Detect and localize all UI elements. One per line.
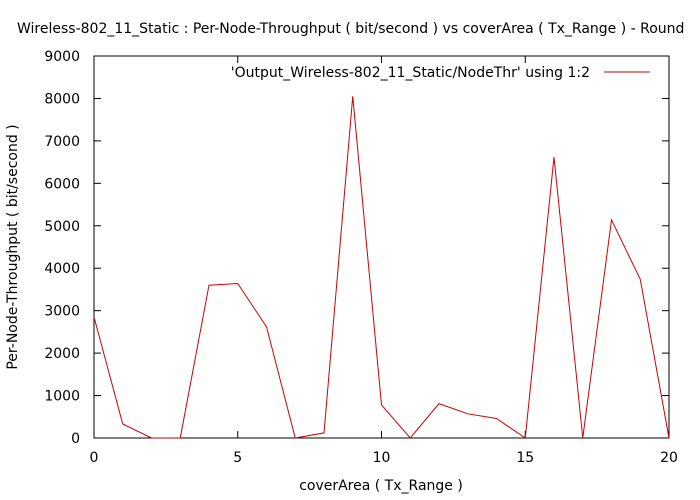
series-line-0 [93, 96, 670, 439]
y-tick-label: 7000 [44, 134, 80, 150]
y-axis-label: Per-Node-Throughput ( bit/second ) [5, 124, 21, 369]
legend: 'Output_Wireless-802_11_Static/NodeThr' … [231, 65, 650, 81]
x-axis-label: coverArea ( Tx_Range ) [299, 478, 463, 494]
x-axis: 0 5 10 15 20 [90, 56, 678, 466]
legend-entry-label: 'Output_Wireless-802_11_Static/NodeThr' … [231, 65, 590, 81]
x-tick-label: 15 [516, 450, 534, 466]
y-tick-label: 8000 [44, 91, 80, 107]
y-tick-label: 2000 [44, 346, 80, 362]
y-tick-label: 9000 [44, 49, 80, 65]
y-tick-label: 4000 [44, 261, 80, 277]
y-tick-label: 1000 [44, 389, 80, 405]
y-tick-label: 5000 [44, 219, 80, 235]
series-layer [93, 96, 670, 439]
y-axis: 0 1000 2000 3000 4000 5000 6000 7000 8000 9000 [44, 49, 669, 447]
x-tick-label: 5 [233, 450, 242, 466]
x-tick-label: 20 [660, 450, 678, 466]
plot-frame [93, 55, 670, 439]
y-tick-label: 0 [71, 431, 80, 447]
x-tick-label: 10 [373, 450, 391, 466]
x-tick-label: 0 [90, 450, 99, 466]
chart-title: Wireless-802_11_Static : Per-Node-Throug… [17, 21, 684, 37]
y-tick-label: 3000 [44, 304, 80, 320]
y-tick-label: 6000 [44, 176, 80, 192]
